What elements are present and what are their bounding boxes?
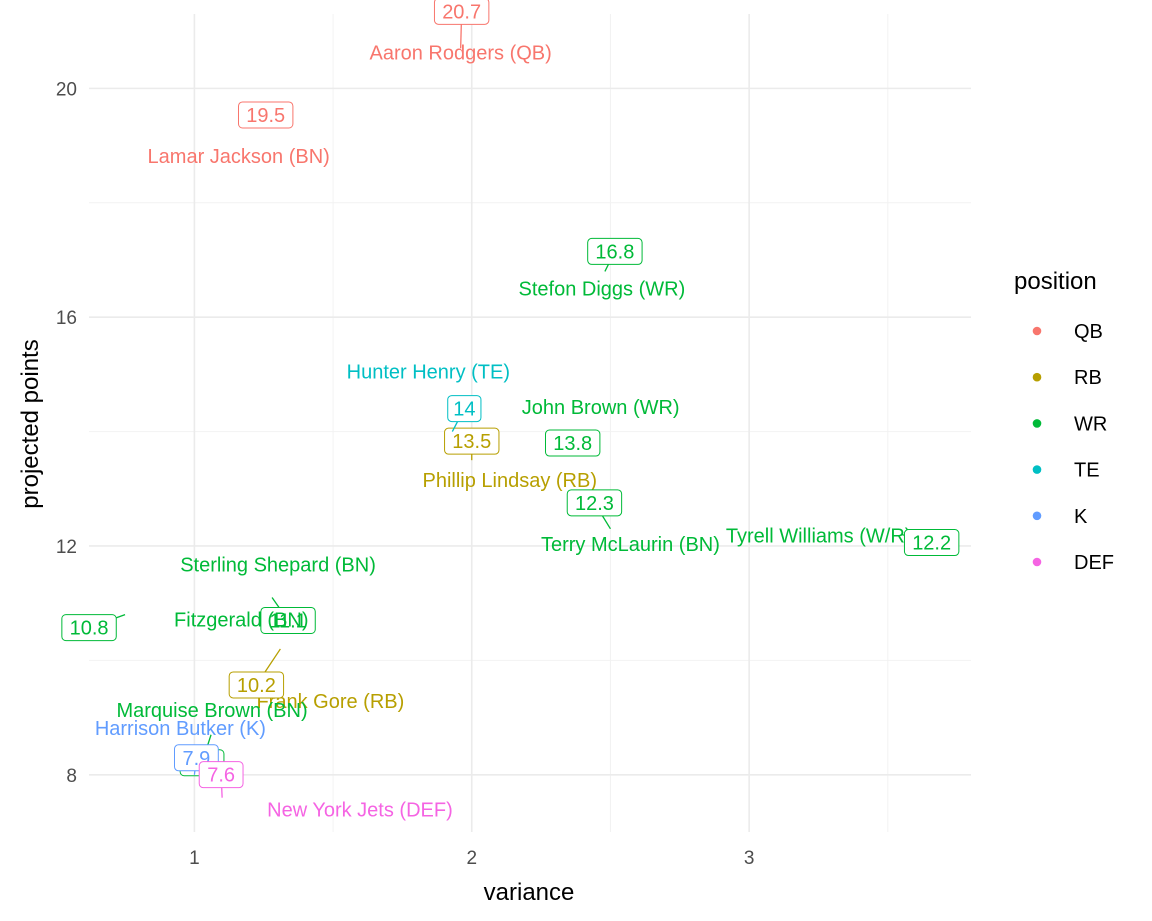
legend-key-te: [1032, 465, 1042, 474]
legend-key-rb: [1032, 372, 1042, 382]
value-label-box: [61, 614, 117, 642]
value-label-box: [433, 0, 490, 25]
player-name-label: Frank Gore (RB): [256, 691, 404, 713]
x-tick-label: 1: [189, 848, 200, 869]
data-points: Aaron Rodgers (QB) 20.7 Lamar Jackson (BN)…: [61, 0, 960, 822]
y-tick-label: 20: [56, 79, 77, 100]
value-label: 19.5: [246, 105, 285, 127]
value-label: 13.5: [452, 431, 491, 453]
value-label-box: [566, 489, 623, 517]
data-point-group: John Brown (WR) 13.8: [522, 397, 680, 457]
player-name-label: Terry McLaurin (BN): [541, 534, 720, 556]
player-name-label: New York Jets (DEF): [267, 800, 453, 822]
data-point-group: New York Jets (DEF) 7.6: [198, 761, 453, 822]
value-label: 10.8: [70, 618, 109, 640]
legend-key-qb: [1032, 326, 1042, 336]
player-name-label: Hunter Henry (TE): [347, 362, 510, 384]
data-point-group: Terry McLaurin (BN) 12.3: [541, 489, 720, 556]
legend: position QB RB WR TE K DEF: [1014, 268, 1114, 574]
player-name-label: Marquise Brown (BN): [116, 700, 307, 722]
player-name-label: Tyrell Williams (W/R): [726, 526, 912, 548]
value-label: 14: [453, 399, 475, 421]
data-point-group: Stefon Diggs (WR) 16.8: [519, 237, 686, 300]
grid-lines: [89, 14, 971, 832]
player-name-label: Harrison Butker (K): [95, 718, 266, 740]
legend-entries: QB RB WR TE K DEF: [1032, 321, 1114, 574]
legend-key-wr: [1032, 419, 1042, 428]
data-point-group: Phillip Lindsay (RB) 13.5: [422, 427, 597, 492]
value-label-box: [237, 101, 294, 129]
x-tick-label: 2: [466, 848, 477, 869]
x-axis-ticks: 1 2 3: [189, 848, 754, 869]
legend-label: K: [1074, 506, 1088, 528]
legend-label: QB: [1074, 321, 1103, 343]
legend-key-def: [1032, 557, 1042, 567]
legend-label: TE: [1074, 460, 1100, 482]
value-label: 20.7: [442, 1, 481, 23]
leader-line: [460, 24, 462, 49]
value-label-box: [198, 761, 244, 789]
value-label-box: [260, 606, 316, 634]
player-name-label: John Brown (WR): [522, 397, 680, 419]
legend-label: DEF: [1074, 552, 1114, 574]
legend-key-k: [1032, 511, 1042, 521]
value-label-box: [544, 429, 601, 457]
y-tick-label: 8: [66, 766, 77, 787]
value-label-box: [447, 395, 482, 423]
legend-label: RB: [1074, 367, 1102, 389]
player-name-label: Fitzgerald (BN): [174, 610, 308, 632]
player-name-label: Sterling Shepard (BN): [180, 554, 376, 576]
y-tick-label: 16: [56, 308, 77, 329]
x-axis-label: variance: [484, 879, 575, 906]
data-point-group: Fitzgerald (BN) 10.8: [61, 610, 309, 642]
value-label: 16.8: [595, 241, 634, 263]
leader-line: [263, 648, 281, 675]
player-name-label: Lamar Jackson (BN): [148, 146, 330, 168]
value-label: 12.2: [912, 533, 951, 555]
player-name-label: Stefon Diggs (WR): [519, 278, 686, 300]
player-name-label: Phillip Lindsay (RB): [422, 470, 597, 492]
value-label: 12.3: [575, 493, 614, 515]
data-point-group: Sterling Shepard (BN) 11.1: [180, 554, 376, 634]
y-tick-label: 12: [56, 537, 77, 558]
data-point-group: Lamar Jackson (BN) 19.5: [148, 101, 330, 168]
value-label: 13.8: [553, 433, 592, 455]
data-point-group: Hunter Henry (TE) 14: [347, 362, 510, 432]
value-label: 10.2: [237, 675, 276, 697]
data-point-group: Frank Gore (RB)10.2: [228, 648, 404, 713]
value-label-box: [587, 237, 643, 265]
leader-line: [600, 513, 611, 530]
player-name-label: Aaron Rodgers (QB): [370, 42, 552, 64]
value-label-box: [228, 671, 285, 699]
value-label: 11.1: [269, 610, 306, 632]
legend-label: WR: [1074, 413, 1107, 435]
x-tick-label: 3: [744, 848, 755, 869]
data-point-group: Aaron Rodgers (QB) 20.7: [370, 0, 552, 64]
y-axis-label: projected points: [17, 339, 44, 508]
value-label-box: [444, 427, 500, 455]
data-point-group: Tyrell Williams (W/R) 12.2: [726, 526, 960, 557]
legend-title: position: [1014, 268, 1097, 295]
y-axis-ticks: 8 12 16 20: [56, 79, 77, 786]
value-label-box: [903, 529, 960, 557]
value-label: 7.6: [207, 765, 235, 787]
